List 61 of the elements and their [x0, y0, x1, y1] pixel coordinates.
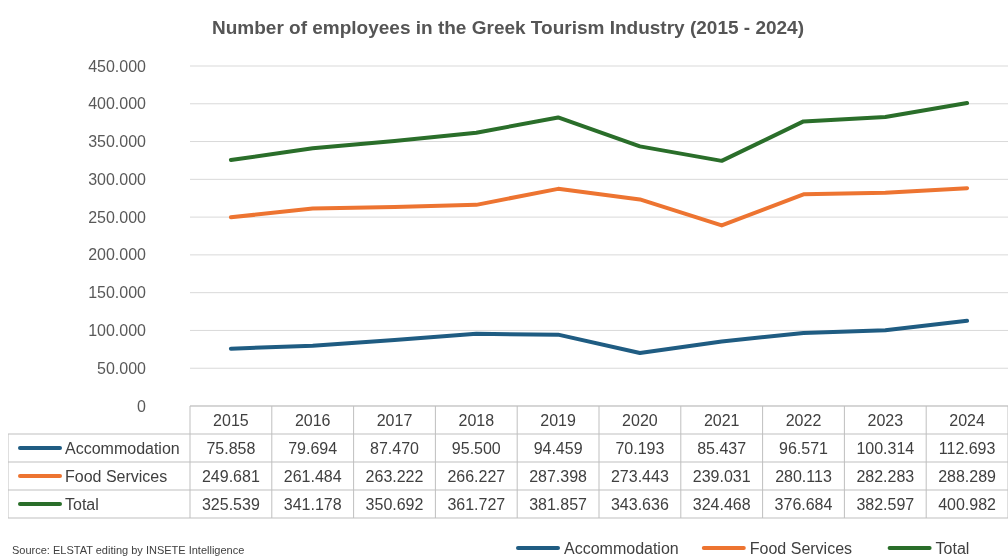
- data-label: 400.982: [938, 495, 997, 513]
- y-tick-label: 250.000: [88, 208, 147, 226]
- data-label: 280.113: [775, 467, 832, 485]
- data-label: 382.597: [856, 495, 915, 513]
- line-series: [228, 186, 970, 228]
- y-tick-label: 100.000: [88, 322, 147, 340]
- data-label: 249.681: [201, 467, 260, 485]
- data-label: 381.857: [529, 495, 588, 513]
- line-series: [228, 101, 970, 163]
- x-tick-label: 2024: [949, 411, 985, 429]
- data-label: 70.193: [615, 439, 665, 457]
- x-tick-label: 2015: [213, 411, 249, 429]
- y-tick-label: 50.000: [97, 359, 147, 377]
- x-tick-label: 2018: [458, 411, 495, 429]
- chart-title: Number of employees in the Greek Tourism Industry (2015 - 2024): [212, 17, 804, 38]
- data-label: 87.470: [370, 439, 420, 457]
- data-label: 94.459: [533, 439, 583, 457]
- legend-label: Food Services: [65, 467, 168, 485]
- data-label: 287.398: [529, 467, 588, 485]
- legend-label: Accommodation: [65, 439, 180, 457]
- data-label: 100.314: [856, 439, 915, 457]
- data-label: 85.437: [697, 439, 747, 457]
- data-label: 324.468: [692, 495, 751, 513]
- text: Food Services: [749, 539, 853, 556]
- data-label: 112.693: [938, 439, 996, 457]
- data-label: 261.484: [283, 467, 342, 485]
- data-label: 239.031: [692, 467, 751, 485]
- y-tick-label: 150.000: [88, 284, 147, 302]
- x-tick-label: 2023: [867, 411, 904, 429]
- source-note: Source: ELSTAT editing by INSETE Intelligence: [12, 544, 245, 556]
- data-label: 96.571: [779, 439, 829, 457]
- data-label: 341.178: [283, 495, 342, 513]
- y-tick-label: 450.000: [88, 57, 147, 75]
- x-tick-label: 2017: [376, 411, 413, 429]
- data-label: 282.283: [856, 467, 915, 485]
- data-label: 288.289: [938, 467, 997, 485]
- y-tick-label: 400.000: [88, 95, 147, 113]
- line-series: [228, 318, 970, 355]
- text: Accommodation: [564, 539, 679, 556]
- data-label: 325.539: [201, 495, 260, 513]
- data-label: 376.684: [774, 495, 833, 513]
- data-label: 273.443: [610, 467, 669, 485]
- data-label: 350.692: [365, 495, 424, 513]
- x-tick-label: 2016: [294, 411, 331, 429]
- data-label: 343.636: [610, 495, 669, 513]
- x-tick-label: 2022: [785, 411, 822, 429]
- y-tick-label: 300.000: [88, 170, 147, 188]
- x-tick-label: 2021: [703, 411, 740, 429]
- data-label: 263.222: [365, 467, 424, 485]
- data-label: 95.500: [451, 439, 501, 457]
- y-tick-label: 350.000: [88, 133, 147, 151]
- data-label: 79.694: [288, 439, 338, 457]
- data-label: 361.727: [447, 495, 506, 513]
- text: Total: [935, 539, 970, 556]
- data-label: 75.858: [206, 439, 256, 457]
- x-tick-label: 2020: [622, 411, 658, 429]
- y-tick-label: 200.000: [88, 246, 147, 264]
- x-tick-label: 2019: [540, 411, 576, 429]
- legend-label: Total: [65, 495, 99, 513]
- data-label: 266.227: [447, 467, 506, 485]
- y-tick-label: 0: [137, 397, 147, 415]
